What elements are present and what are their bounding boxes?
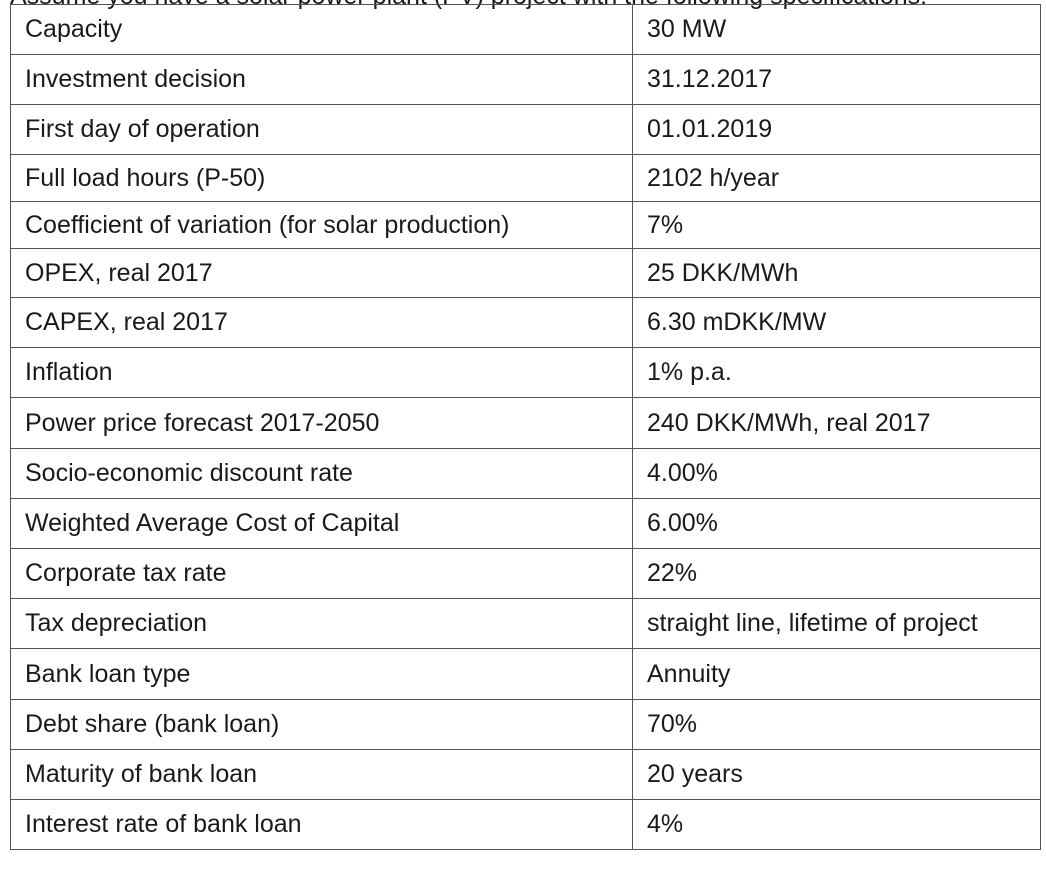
table-row: Debt share (bank loan) 70% [10,699,1041,750]
parameter-cell: Maturity of bank loan [10,749,633,800]
table-row: Full load hours (P-50) 2102 h/year [10,154,1041,202]
value-cell: 31.12.2017 [632,54,1041,105]
table-row: Investment decision 31.12.2017 [10,54,1041,105]
parameter-cell: First day of operation [10,104,633,155]
value-cell: Annuity [632,648,1041,700]
value-cell: 4.00% [632,448,1041,499]
parameter-cell: OPEX, real 2017 [10,248,633,298]
value-cell: 2102 h/year [632,154,1041,202]
value-cell: 6.00% [632,498,1041,549]
value-cell: 30 MW [632,4,1041,55]
table-row: Power price forecast 2017-2050 240 DKK/MW… [10,397,1041,449]
table-row: Capacity 30 MW [10,4,1041,55]
value-cell: 1% p.a. [632,347,1041,398]
table-row: Tax depreciation straight line, lifetime … [10,598,1041,649]
table-row: Bank loan type Annuity [10,648,1041,700]
table-row: First day of operation 01.01.2019 [10,104,1041,155]
parameter-cell: Debt share (bank loan) [10,699,633,750]
table-row: Weighted Average Cost of Capital 6.00% [10,498,1041,549]
parameter-cell: Capacity [10,4,633,55]
value-cell: 01.01.2019 [632,104,1041,155]
value-cell: straight line, lifetime of project [632,598,1041,649]
table-row: CAPEX, real 2017 6.30 mDKK/MW [10,297,1041,348]
parameter-cell: CAPEX, real 2017 [10,297,633,348]
value-cell: 70% [632,699,1041,750]
parameter-cell: Power price forecast 2017-2050 [10,397,633,449]
parameter-cell: Weighted Average Cost of Capital [10,498,633,549]
table-row: OPEX, real 2017 25 DKK/MWh [10,248,1041,298]
parameter-cell: Bank loan type [10,648,633,700]
parameter-cell: Socio-economic discount rate [10,448,633,499]
table-row: Interest rate of bank loan 4% [10,799,1041,850]
table-row: Inflation 1% p.a. [10,347,1041,398]
parameter-cell: Full load hours (P-50) [10,154,633,202]
parameter-cell: Interest rate of bank loan [10,799,633,850]
spec-table: Capacity 30 MW Investment decision 31.12.20… [10,4,1041,850]
value-cell: 4% [632,799,1041,850]
table-row: Corporate tax rate 22% [10,548,1041,599]
table-row: Coefficient of variation (for solar prod… [10,201,1041,249]
table-row: Maturity of bank loan 20 years [10,749,1041,800]
parameter-cell: Coefficient of variation (for solar prod… [10,201,633,249]
value-cell: 22% [632,548,1041,599]
parameter-cell: Tax depreciation [10,598,633,649]
value-cell: 20 years [632,749,1041,800]
parameter-cell: Inflation [10,347,633,398]
parameter-cell: Investment decision [10,54,633,105]
parameter-cell: Corporate tax rate [10,548,633,599]
value-cell: 7% [632,201,1041,249]
table-row: Socio-economic discount rate 4.00% [10,448,1041,499]
value-cell: 240 DKK/MWh, real 2017 [632,397,1041,449]
value-cell: 25 DKK/MWh [632,248,1041,298]
value-cell: 6.30 mDKK/MW [632,297,1041,348]
